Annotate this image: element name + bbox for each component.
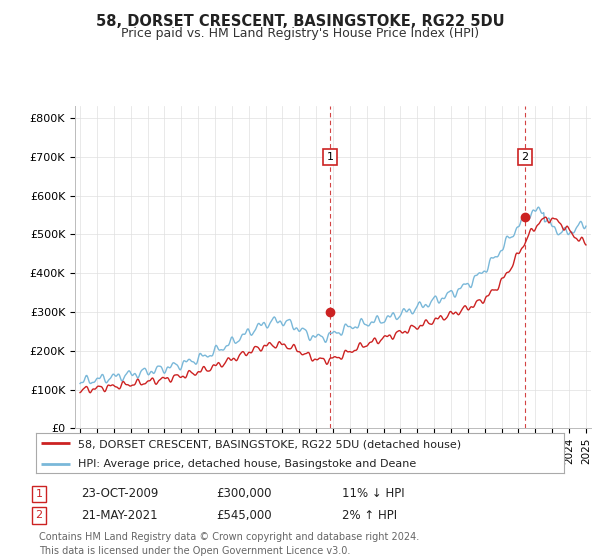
Text: Price paid vs. HM Land Registry's House Price Index (HPI): Price paid vs. HM Land Registry's House … — [121, 27, 479, 40]
Text: 2: 2 — [521, 152, 529, 162]
Text: 58, DORSET CRESCENT, BASINGSTOKE, RG22 5DU: 58, DORSET CRESCENT, BASINGSTOKE, RG22 5… — [95, 14, 505, 29]
Text: 11% ↓ HPI: 11% ↓ HPI — [342, 487, 404, 501]
Text: 1: 1 — [35, 489, 43, 499]
Text: £300,000: £300,000 — [216, 487, 271, 501]
Text: 2: 2 — [35, 510, 43, 520]
Text: 21-MAY-2021: 21-MAY-2021 — [81, 508, 158, 522]
Text: Contains HM Land Registry data © Crown copyright and database right 2024.
This d: Contains HM Land Registry data © Crown c… — [39, 533, 419, 556]
Text: £545,000: £545,000 — [216, 508, 272, 522]
Text: 2% ↑ HPI: 2% ↑ HPI — [342, 508, 397, 522]
Text: HPI: Average price, detached house, Basingstoke and Deane: HPI: Average price, detached house, Basi… — [78, 459, 416, 469]
Text: 23-OCT-2009: 23-OCT-2009 — [81, 487, 158, 501]
Text: 1: 1 — [326, 152, 334, 162]
Text: 58, DORSET CRESCENT, BASINGSTOKE, RG22 5DU (detached house): 58, DORSET CRESCENT, BASINGSTOKE, RG22 5… — [78, 439, 461, 449]
